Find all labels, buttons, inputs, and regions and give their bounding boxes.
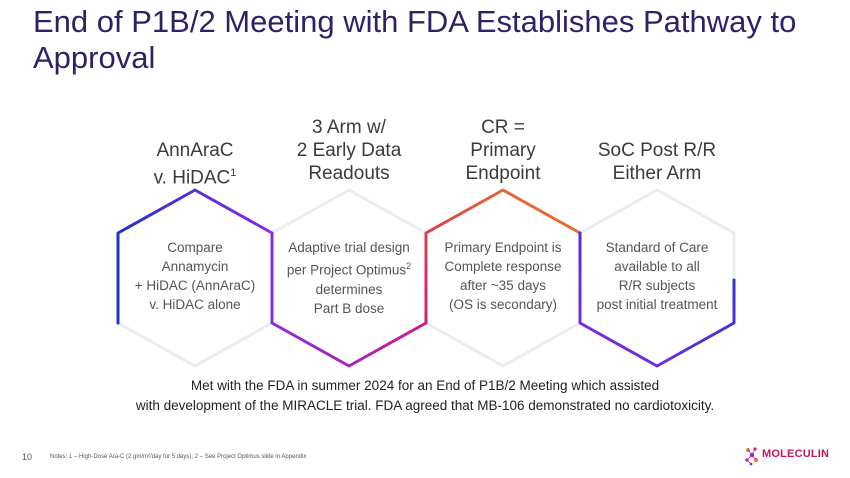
slide-title: End of P1B/2 Meeting with FDA Establishe… [33,4,797,75]
body-line: per Project Optimus2 [286,261,412,278]
heading-line: v. HiDAC1 [153,167,237,189]
heading-line: CR = [481,117,525,138]
hexagon-2-text: Adaptive trial design per Project Optimu… [274,238,424,318]
body-line: + HiDAC (AnnAraC) [134,278,256,293]
footnotes: Notes: 1 – High-Dose Ara-C (2 gm/m²/day … [50,454,307,460]
summary-line: Met with the FDA in summer 2024 for an E… [190,378,660,393]
molecule-icon [745,447,758,466]
heading-line: AnnAraC [156,140,234,161]
body-line: Standard of Care [605,240,709,255]
logo-text: MOLECULIN [762,448,830,460]
body-line: Annamycin [161,259,229,274]
body-line: Compare [167,240,223,255]
body-line: post initial treatment [596,297,718,312]
heading-line: 3 Arm w/ [312,117,386,138]
footnote-marker: 1 [230,167,237,179]
body-line: Primary Endpoint is [444,240,562,255]
footnote-marker: 2 [406,261,412,271]
body-line: available to all [614,259,700,274]
summary-text: Met with the FDA in summer 2024 for an E… [60,376,790,416]
body-line: R/R subjects [618,278,696,293]
moleculin-logo: MOLECULIN [744,444,844,468]
hexagon-2-accent [270,231,428,368]
heading-line: Primary [470,140,536,161]
hexagon-3-accent [424,188,582,325]
hexagon-3-text: Primary Endpoint is Complete response af… [428,238,578,314]
column-heading-2: 3 Arm w/ 2 Early Data Readouts [274,116,424,185]
column-heading-4: SoC Post R/R Either Arm [582,139,732,185]
heading-line: Endpoint [465,163,541,184]
body-line: (OS is secondary) [448,297,558,312]
body-line: Part B dose [313,300,385,316]
heading-line: Readouts [308,163,390,184]
column-heading-1: AnnAraC v. HiDAC1 [120,139,270,189]
heading-line: 2 Early Data [296,140,402,161]
heading-line: SoC Post R/R [597,140,717,161]
page-number: 10 [22,452,33,462]
column-heading-3: CR = Primary Endpoint [428,116,578,185]
hexagon-4-accent [578,231,736,368]
body-line: v. HiDAC alone [149,297,241,312]
body-line: determines [315,281,383,297]
heading-line: Either Arm [612,163,702,184]
hexagon-1-text: Compare Annamycin + HiDAC (AnnAraC) v. H… [120,238,270,314]
summary-line: with development of the MIRACLE trial. F… [135,398,715,413]
body-line: Complete response [444,259,562,274]
body-line: after ~35 days [460,278,546,293]
hexagon-4-text: Standard of Care available to all R/R su… [582,238,732,314]
body-line: Adaptive trial design [288,240,410,255]
